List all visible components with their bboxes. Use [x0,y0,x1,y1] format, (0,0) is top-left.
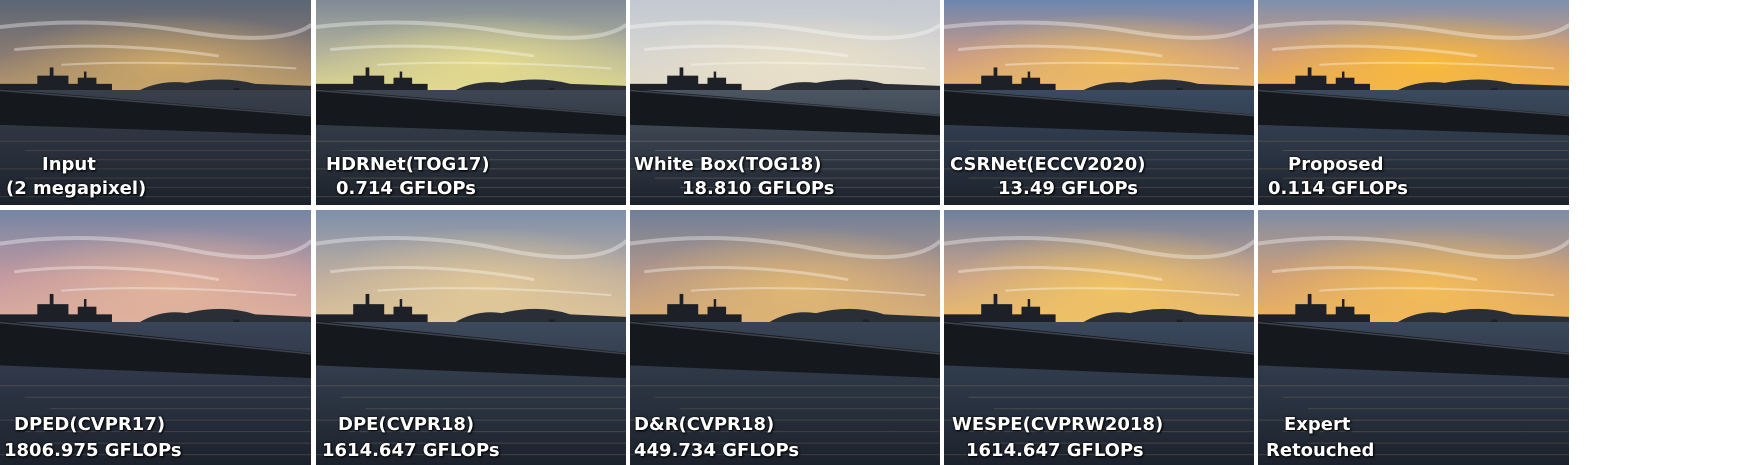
cloud-streaks [1258,236,1569,297]
hills-silhouette [455,79,626,92]
method-detail: 1806.975 GFLOPs [4,440,182,461]
sunset-photo [316,210,626,465]
cloud-streaks [944,20,1254,70]
hills-silhouette [455,308,626,324]
pier [944,320,1254,379]
cloud-streaks [944,236,1254,297]
method-detail: Retouched [1266,440,1375,461]
pier [630,88,940,136]
method-name: WESPE(CVPRW2018) [952,414,1164,435]
photo-panel-wespe: WESPE(CVPRW2018) 1614.647 GFLOPs [944,210,1254,465]
photo-panel-hdrnet: HDRNet(TOG17) 0.714 GFLOPs [316,0,626,205]
sunset-photo [1258,210,1569,465]
sunset-photo [0,0,311,205]
pier [0,320,311,379]
hills-silhouette [769,308,940,324]
method-name: Input [42,154,96,175]
photo-panel-input: Input (2 megapixel) [0,0,311,205]
cloud-streaks [630,20,940,70]
cloud-streaks [316,236,626,297]
pier [1258,320,1569,379]
cloud-streaks [630,236,940,297]
pier [1258,88,1569,136]
hills-silhouette [139,79,311,92]
cloud-streaks [0,236,311,297]
method-detail: (2 megapixel) [6,178,147,199]
method-name: D&R(CVPR18) [634,414,775,435]
pier [0,88,311,136]
hills-silhouette [1397,308,1569,324]
method-detail: 13.49 GFLOPs [998,178,1138,199]
pier [944,88,1254,136]
method-detail: 1614.647 GFLOPs [322,440,500,461]
sunset-photo [0,210,311,465]
hills-silhouette [1083,79,1254,92]
sunset-photo [1258,0,1569,205]
photo-panel-dpe: DPE(CVPR18) 1614.647 GFLOPs [316,210,626,465]
method-name: Proposed [1288,154,1384,175]
sunset-photo [944,0,1254,205]
hills-silhouette [769,79,940,92]
method-name: CSRNet(ECCV2020) [950,154,1146,175]
method-detail: 449.734 GFLOPs [634,440,800,461]
method-detail: 1614.647 GFLOPs [966,440,1144,461]
cloud-streaks [0,20,311,70]
method-name: White Box(TOG18) [634,154,822,175]
photo-panel-proposed: Proposed 0.114 GFLOPs [1258,0,1569,205]
pier [316,88,626,136]
pier [630,320,940,379]
method-name: Expert [1284,414,1351,435]
cloud-streaks [316,20,626,70]
method-detail: 18.810 GFLOPs [682,178,835,199]
sunset-photo [944,210,1254,465]
hills-silhouette [139,308,311,324]
method-name: HDRNet(TOG17) [326,154,490,175]
sunset-photo [630,210,940,465]
photo-panel-csrnet: CSRNet(ECCV2020) 13.49 GFLOPs [944,0,1254,205]
method-detail: 0.714 GFLOPs [336,178,476,199]
cloud-streaks [1258,20,1569,70]
photo-panel-dped: DPED(CVPR17) 1806.975 GFLOPs [0,210,311,465]
method-name: DPE(CVPR18) [338,414,475,435]
photo-panel-dr: D&R(CVPR18) 449.734 GFLOPs [630,210,940,465]
photo-panel-whitebox: White Box(TOG18) 18.810 GFLOPs [630,0,940,205]
hills-silhouette [1083,308,1254,324]
pier [316,320,626,379]
method-detail: 0.114 GFLOPs [1268,178,1408,199]
sunset-photo [316,0,626,205]
hills-silhouette [1397,79,1569,92]
sunset-photo [630,0,940,205]
photo-panel-expert: Expert Retouched [1258,210,1569,465]
method-name: DPED(CVPR17) [14,414,166,435]
